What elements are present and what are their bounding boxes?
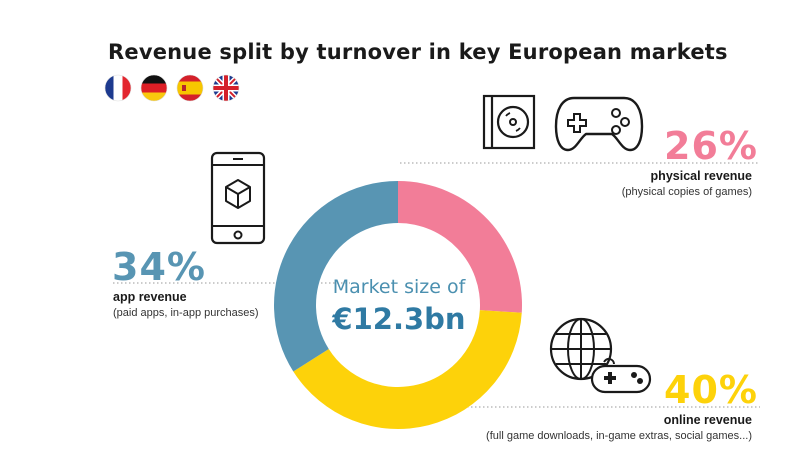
- online-revenue-slice: [293, 310, 522, 429]
- physical-revenue-description: (physical copies of games): [621, 186, 752, 198]
- spain-flag-icon: [177, 75, 203, 101]
- online-percent-label: 40%: [664, 368, 758, 412]
- country-flags: [104, 74, 240, 102]
- smartphone-icon: [210, 151, 266, 245]
- online-revenue-description: (full game downloads, in-game extras, so…: [486, 430, 752, 442]
- germany-flag-icon: [141, 75, 167, 101]
- physical-revenue-label: physical revenue: [650, 169, 752, 183]
- market-size-value: €12.3bn: [332, 302, 466, 336]
- physical-percent-label: 26%: [664, 124, 758, 168]
- market-size-label: Market size of: [332, 276, 466, 298]
- globe-controller-icon: [549, 317, 652, 394]
- disc-case-icon: [482, 94, 536, 150]
- france-flag-icon: [105, 75, 131, 101]
- app-revenue-description: (paid apps, in-app purchases): [113, 307, 259, 319]
- physical-revenue-slice: [398, 181, 522, 313]
- app-revenue-slice: [273, 181, 398, 372]
- online-revenue-label: online revenue: [663, 413, 752, 427]
- chart-title: Revenue split by turnover in key Europea…: [108, 40, 728, 64]
- gamepad-icon: [554, 96, 644, 152]
- app-revenue-label: app revenue: [113, 290, 187, 304]
- app-percent-label: 34%: [112, 245, 206, 289]
